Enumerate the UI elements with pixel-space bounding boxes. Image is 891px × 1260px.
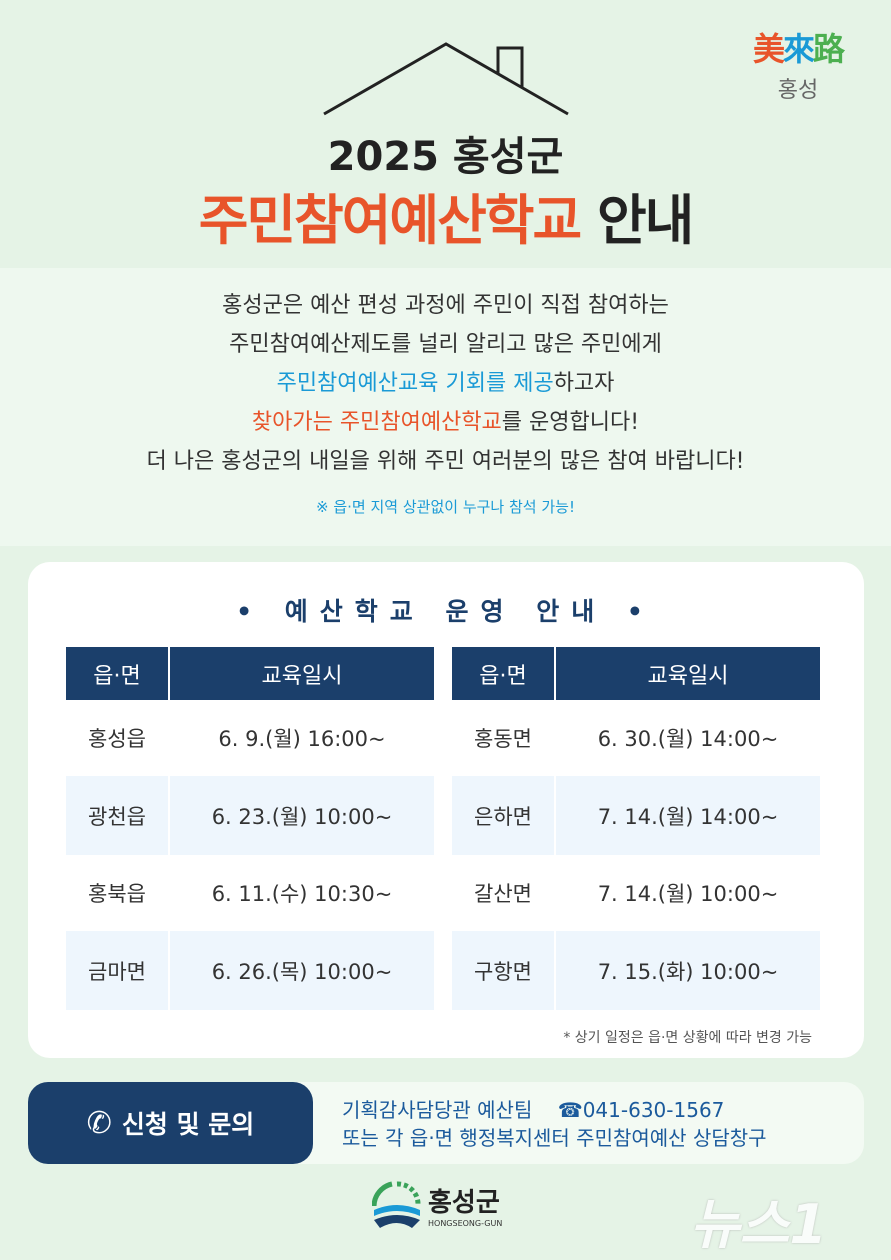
region-cell: 광천읍 — [66, 776, 170, 855]
intro-line: 더 나은 홍성군의 내일을 위해 주민 여러분의 많은 참여 바랍니다! — [146, 449, 745, 474]
title-suffix: 안내 — [580, 189, 694, 252]
header-datetime: 교육일시 — [555, 647, 820, 700]
datetime-cell: 6. 11.(수) 10:30~ — [169, 855, 434, 931]
intro-line: 찾아가는 주민참여예산학교를 운영합니다! — [0, 403, 891, 442]
title-highlight: 주민참여예산학교 — [198, 189, 582, 252]
header-region: 읍·면 — [66, 647, 170, 700]
schedule-title: • 예산학교 운영 안내 • — [236, 597, 655, 626]
contact-phone: ☎041-630-1567 — [557, 1098, 725, 1122]
datetime-cell: 7. 15.(화) 10:00~ — [555, 931, 820, 1010]
datetime-cell: 6. 23.(월) 10:00~ — [169, 776, 434, 855]
page-title: 주민참여예산학교 안내 — [0, 176, 891, 255]
region-cell: 홍동면 — [452, 700, 556, 776]
intro-line: 주민참여예산제도를 널리 알리고 많은 주민에게 — [229, 332, 662, 357]
table-row: 구항면 7. 15.(화) 10:00~ — [452, 931, 820, 1010]
region-cell: 홍북읍 — [66, 855, 170, 931]
region-cell: 은하면 — [452, 776, 556, 855]
intro-text: 하고자 — [553, 371, 615, 396]
schedule-table-right: 읍·면 교육일시 홍동면 6. 30.(월) 14:00~ 은하면 7. 14.(월)… — [452, 647, 820, 1010]
intro-highlight-blue: 주민참여예산교육 기회를 제공 — [276, 371, 554, 396]
intro-line: 주민참여예산교육 기회를 제공하고자 — [0, 364, 891, 403]
contact-button[interactable]: ✆ 신청 및 문의 — [28, 1082, 313, 1164]
header-datetime: 교육일시 — [169, 647, 434, 700]
logo-name: 홍성군 — [428, 1188, 500, 1218]
region-cell: 금마면 — [66, 931, 170, 1010]
schedule-footnote: * 상기 일정은 읍·면 상황에 따라 변경 가능 — [563, 1030, 812, 1046]
table-row: 홍성읍 6. 9.(월) 16:00~ — [66, 700, 434, 776]
table-row: 갈산면 7. 14.(월) 10:00~ — [452, 855, 820, 931]
datetime-cell: 6. 9.(월) 16:00~ — [169, 700, 434, 776]
datetime-cell: 7. 14.(월) 10:00~ — [555, 855, 820, 931]
intro-note: ※ 읍·면 지역 상관없이 누구나 참석 가능! — [316, 498, 575, 516]
schedule-table-left: 읍·면 교육일시 홍성읍 6. 9.(월) 16:00~ 광천읍 6. 23.(월) … — [66, 647, 434, 1010]
hongseong-emblem-icon — [372, 1181, 421, 1228]
intro-line: 홍성군은 예산 편성 과정에 주민이 직접 참여하는 — [222, 293, 669, 318]
region-cell: 구항면 — [452, 931, 556, 1010]
hongseong-gun-logo: 홍성군 HONGSEONG-GUN — [372, 1180, 502, 1230]
intro-text: 를 운영합니다! — [501, 410, 640, 435]
title-year: 2025 홍성군 — [327, 134, 564, 180]
intro-highlight-orange: 찾아가는 주민참여예산학교 — [251, 410, 502, 435]
logo-english: HONGSEONG-GUN — [428, 1219, 503, 1228]
datetime-cell: 7. 14.(월) 14:00~ — [555, 776, 820, 855]
table-row: 은하면 7. 14.(월) 14:00~ — [452, 776, 820, 855]
brand-logo-text: 홍성 — [777, 78, 819, 103]
contact-dept: 기획감사담당관 예산팀 — [342, 1098, 533, 1122]
header-region: 읍·면 — [452, 647, 556, 700]
table-row: 홍북읍 6. 11.(수) 10:30~ — [66, 855, 434, 931]
datetime-cell: 6. 30.(월) 14:00~ — [555, 700, 820, 776]
contact-info: 기획감사담당관 예산팀 ☎041-630-1567 또는 각 읍·면 행정복지센… — [342, 1096, 767, 1152]
hongseong-brand-logo: 美來路 홍성 — [738, 24, 858, 104]
region-cell: 홍성읍 — [66, 700, 170, 776]
table-row: 광천읍 6. 23.(월) 10:00~ — [66, 776, 434, 855]
news1-watermark: 뉴스1 — [690, 1193, 827, 1256]
region-cell: 갈산면 — [452, 855, 556, 931]
intro-section: 홍성군은 예산 편성 과정에 주민이 직접 참여하는 주민참여예산제도를 널리 … — [0, 268, 891, 546]
table-row: 금마면 6. 26.(목) 10:00~ — [66, 931, 434, 1010]
contact-button-label: 신청 및 문의 — [121, 1110, 255, 1139]
table-row: 홍동면 6. 30.(월) 14:00~ — [452, 700, 820, 776]
contact-alt: 또는 각 읍·면 행정복지센터 주민참여예산 상담창구 — [342, 1126, 767, 1150]
datetime-cell: 6. 26.(목) 10:00~ — [169, 931, 434, 1010]
phone-icon: ✆ — [86, 1105, 112, 1141]
house-roof-illustration — [323, 42, 569, 116]
